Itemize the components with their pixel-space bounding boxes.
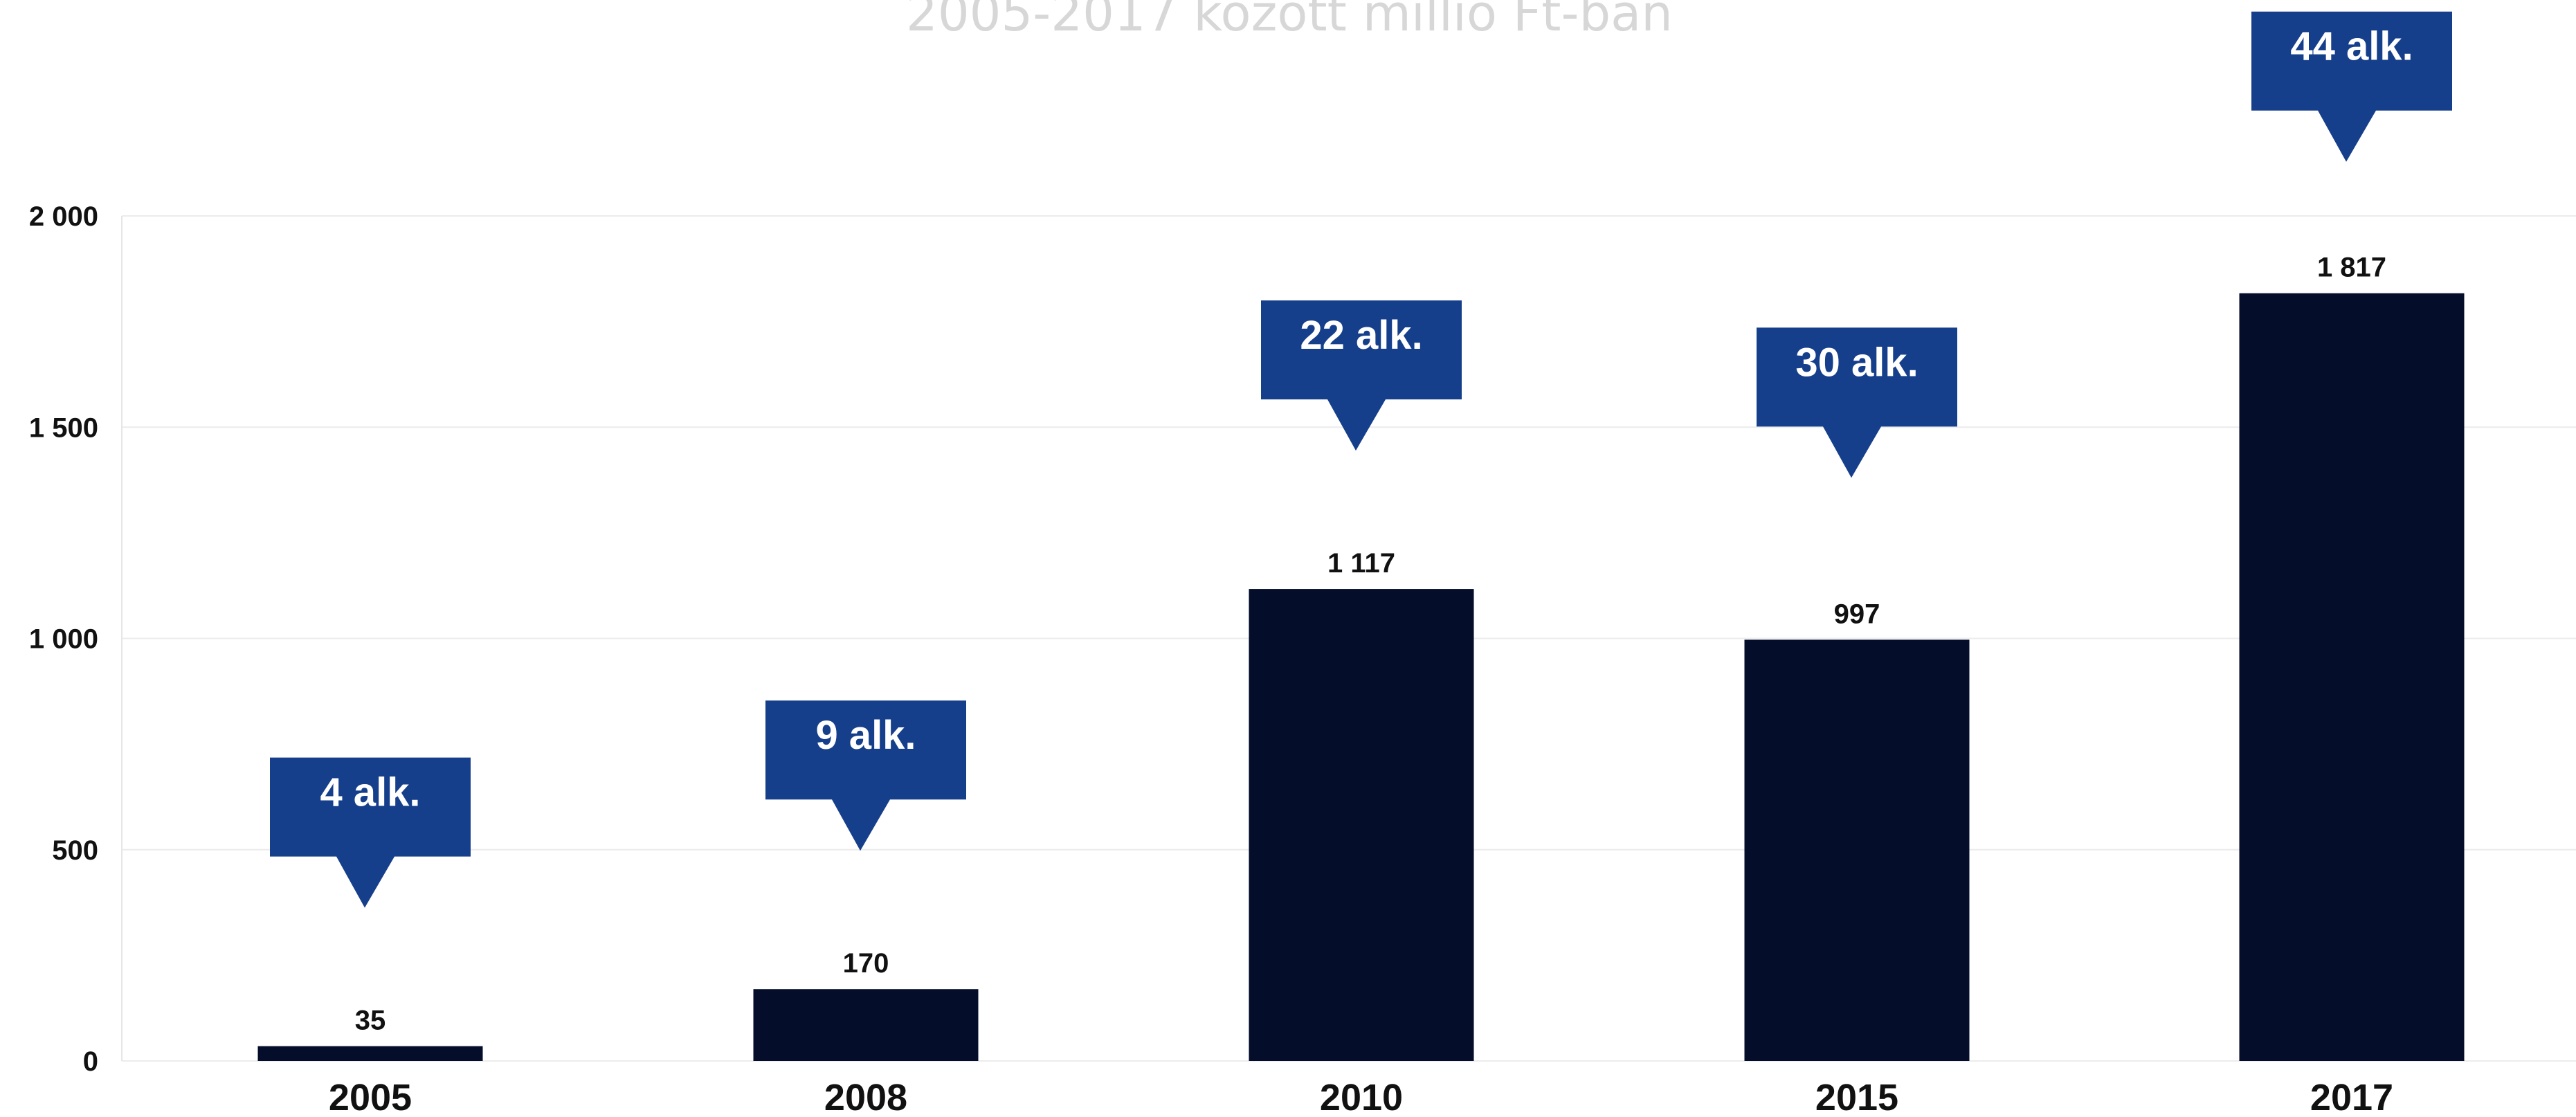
x-axis-tick-labels: 2005 2008 2010 2015 2017 — [329, 1077, 2393, 1117]
bar-value-label: 170 — [843, 948, 889, 979]
bar-value-label: 997 — [1834, 599, 1880, 629]
callout-box — [765, 700, 966, 851]
bar — [1744, 639, 1970, 1061]
y-tick-label: 1 500 — [29, 412, 98, 443]
bar — [257, 1046, 483, 1061]
callout-label: 22 alk. — [1300, 313, 1422, 358]
x-tick-label: 2017 — [2310, 1077, 2393, 1117]
callout-box — [2251, 11, 2452, 162]
callout: 30 alk. — [1757, 327, 1957, 478]
callout-label: 9 alk. — [815, 713, 916, 758]
callouts: 4 alk. 9 alk. 22 alk. 30 alk. 44 alk. — [270, 11, 2452, 908]
callout: 4 alk. — [270, 757, 471, 908]
y-tick-label: 1 000 — [29, 624, 98, 655]
y-axis-tick-labels: 0 500 1 000 1 500 2 000 — [29, 201, 98, 1077]
callout-box — [1261, 300, 1462, 451]
bar-value-labels: 35 170 1 117 997 1 817 — [355, 253, 2386, 1036]
x-tick-label: 2005 — [329, 1077, 412, 1117]
bar — [1249, 589, 1474, 1061]
x-tick-label: 2015 — [1815, 1077, 1898, 1117]
bars — [257, 293, 2465, 1062]
callout-box — [270, 757, 471, 908]
bar — [753, 989, 979, 1061]
x-tick-label: 2008 — [824, 1077, 907, 1117]
callout-label: 4 alk. — [320, 770, 420, 815]
x-tick-label: 2010 — [1320, 1077, 1403, 1117]
y-tick-label: 0 — [83, 1046, 98, 1077]
y-tick-label: 2 000 — [29, 201, 98, 232]
chart-title: 2005-2017 között millió Ft-ban — [906, 0, 1673, 42]
callout: 9 alk. — [765, 700, 966, 851]
bar — [2239, 293, 2465, 1062]
y-tick-label: 500 — [52, 835, 98, 866]
callout: 44 alk. — [2251, 11, 2452, 162]
bar-value-label: 1 817 — [2317, 253, 2386, 283]
bar-value-label: 35 — [355, 1006, 386, 1036]
callout-box — [1757, 327, 1957, 478]
callout: 22 alk. — [1261, 300, 1462, 451]
bar-value-label: 1 117 — [1327, 548, 1395, 579]
callout-label: 30 alk. — [1795, 340, 1918, 385]
callout-label: 44 alk. — [2290, 24, 2413, 69]
